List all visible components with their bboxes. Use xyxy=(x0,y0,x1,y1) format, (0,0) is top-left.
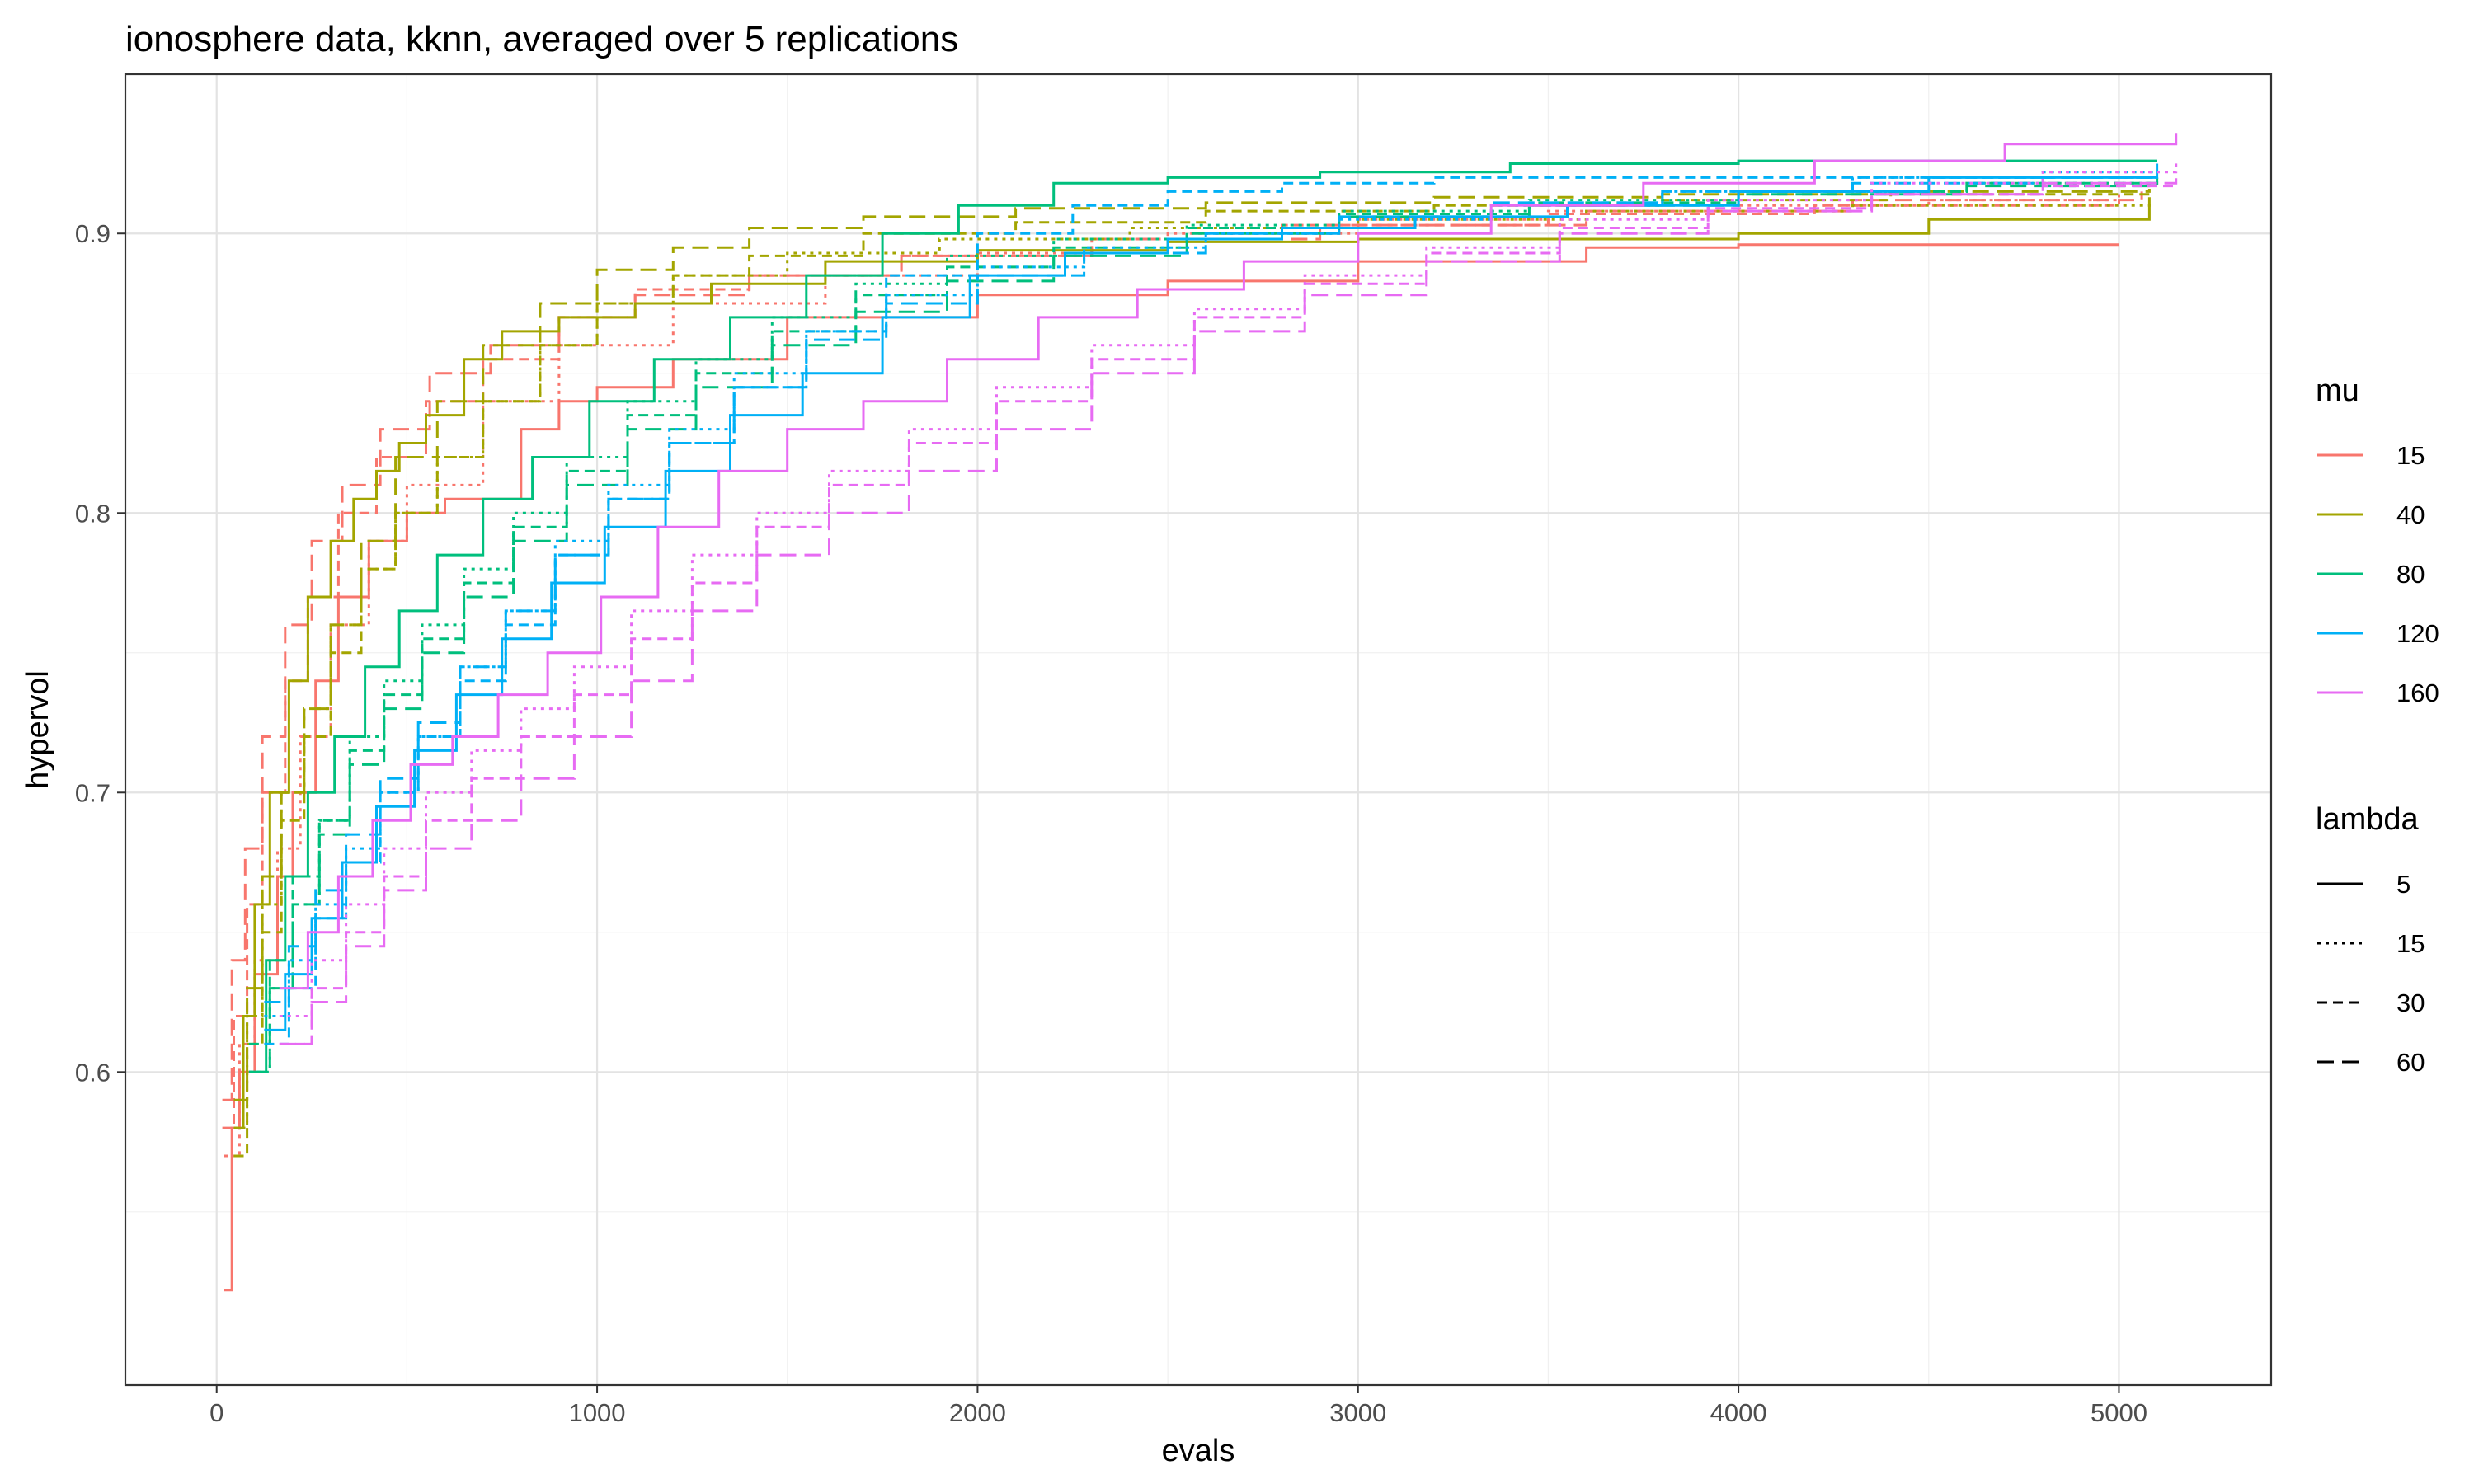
legend-lambda-label: 30 xyxy=(2396,989,2425,1017)
legend-mu-label: 120 xyxy=(2396,619,2439,648)
x-tick-label: 4000 xyxy=(1710,1398,1767,1427)
legend-mu-label: 160 xyxy=(2396,679,2439,707)
series-line-mu120-lambda60 xyxy=(264,175,2159,1003)
x-axis-title: evals xyxy=(1162,1434,1235,1468)
legend-lambda-label: 5 xyxy=(2396,870,2411,899)
x-tick-label: 0 xyxy=(209,1398,223,1427)
series-line-mu40-lambda15 xyxy=(233,200,2151,1129)
series-line-mu40-lambda60 xyxy=(233,189,2151,1101)
series-line-mu15-lambda30 xyxy=(222,200,2120,1129)
series-line-mu160-lambda60 xyxy=(279,177,2178,1045)
series-line-mu15-lambda60 xyxy=(222,191,2143,1101)
series-line-mu160-lambda30 xyxy=(279,183,2178,1045)
grid-major xyxy=(125,74,2271,1385)
grid-minor xyxy=(125,74,2271,1385)
y-tick-label: 0.8 xyxy=(75,499,111,528)
series-layer xyxy=(222,133,2178,1292)
series-line-mu15-lambda5 xyxy=(224,243,2119,1292)
legend-lambda-title: lambda xyxy=(2316,802,2419,837)
series-line-mu120-lambda30 xyxy=(264,176,2157,1045)
legend-mu: mu 15 40 80 120 160 xyxy=(2316,373,2439,707)
y-axis-title: hypervol xyxy=(21,670,55,789)
series-line-mu120-lambda5 xyxy=(264,163,2159,1031)
legend-mu-label: 80 xyxy=(2396,560,2425,589)
x-tick-label: 2000 xyxy=(949,1398,1006,1427)
legend-lambda: lambda 5 15 30 60 xyxy=(2316,802,2425,1077)
y-tick-label: 0.9 xyxy=(75,219,111,248)
legend-lambda-label: 60 xyxy=(2396,1048,2425,1077)
y-tick-label: 0.7 xyxy=(75,778,111,807)
y-axis: 0.6 0.7 0.8 0.9 xyxy=(75,219,125,1087)
legend-mu-label: 40 xyxy=(2396,500,2425,529)
series-line-mu15-lambda15 xyxy=(224,191,2120,1158)
legend-mu-title: mu xyxy=(2316,373,2359,408)
series-line-mu160-lambda5 xyxy=(279,133,2178,990)
x-tick-label: 5000 xyxy=(2091,1398,2147,1427)
plot-panel-border xyxy=(124,73,2273,1387)
series-line-mu40-lambda30 xyxy=(233,191,2151,1158)
x-tick-label: 1000 xyxy=(569,1398,626,1427)
legend-mu-label: 15 xyxy=(2396,441,2425,470)
legend-lambda-label: 15 xyxy=(2396,929,2425,958)
chart-title: ionosphere data, kknn, averaged over 5 r… xyxy=(125,19,958,59)
x-axis: 0 1000 2000 3000 4000 5000 xyxy=(209,1385,2147,1427)
series-line-mu80-lambda5 xyxy=(248,159,2157,1073)
x-tick-label: 3000 xyxy=(1329,1398,1386,1427)
y-tick-label: 0.6 xyxy=(75,1058,111,1087)
series-line-mu40-lambda5 xyxy=(233,197,2151,1129)
series-line-mu120-lambda15 xyxy=(264,171,2157,1017)
